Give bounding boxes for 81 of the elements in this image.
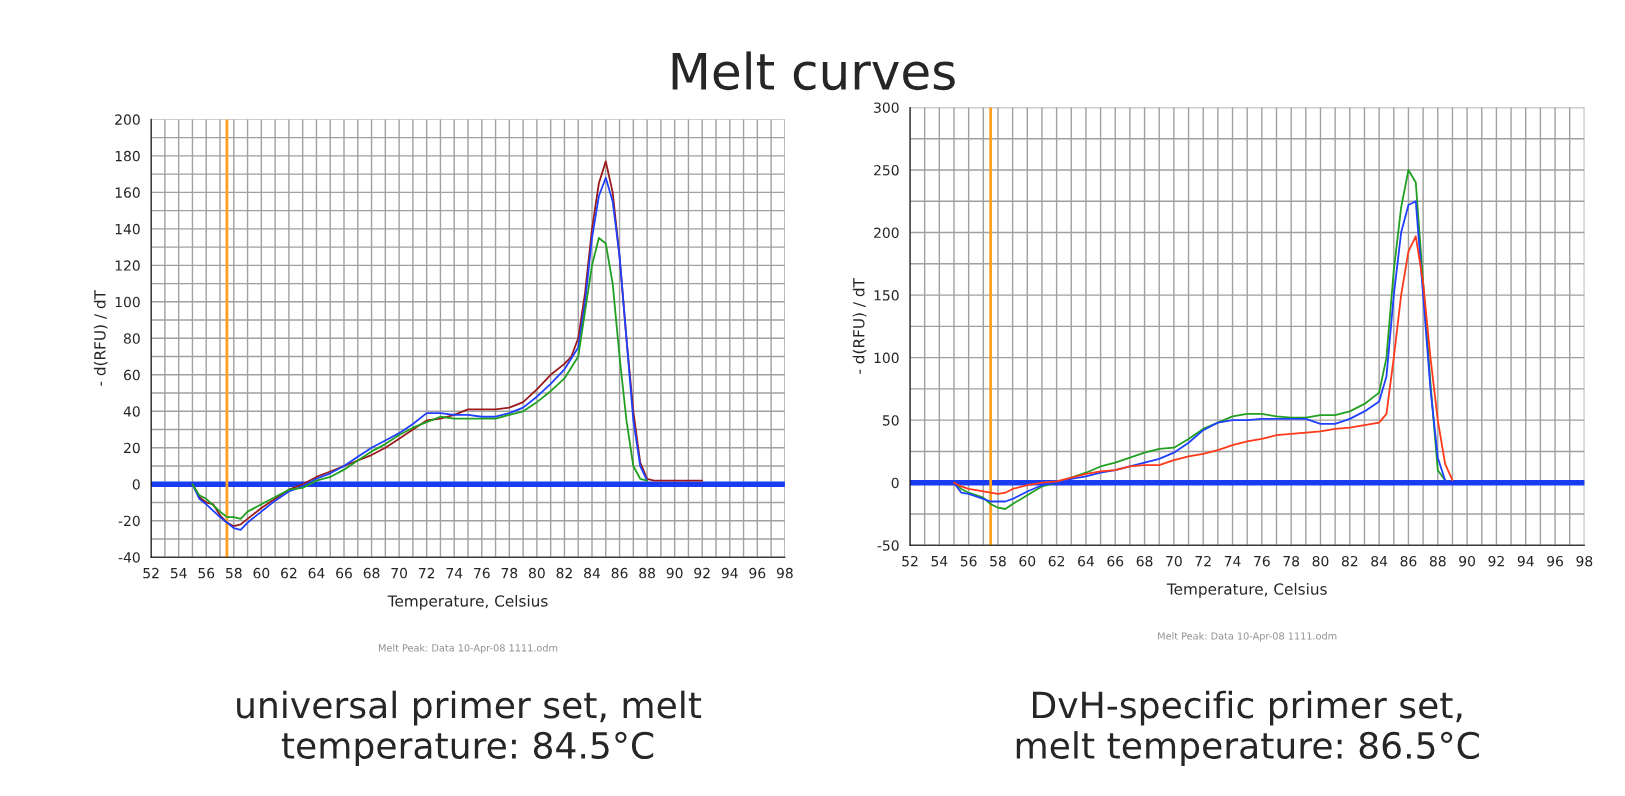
y-tick-label: -40 bbox=[118, 552, 140, 563]
y-tick-label: 150 bbox=[874, 290, 899, 301]
x-tick-label: 98 bbox=[776, 567, 793, 579]
x-tick-label: 74 bbox=[446, 568, 463, 579]
y-tick-label: 200 bbox=[115, 114, 140, 125]
x-tick-label: 52 bbox=[902, 555, 918, 567]
x-tick-label: 66 bbox=[1107, 555, 1124, 567]
x-tick-label: 78 bbox=[1283, 555, 1300, 567]
x-tick-label: 66 bbox=[336, 567, 352, 579]
x-tick-label: 94 bbox=[721, 567, 738, 579]
x-tick-label: 62 bbox=[1048, 555, 1065, 567]
x-tick-label: 94 bbox=[1517, 555, 1534, 567]
y-tick-label: 0 bbox=[891, 477, 899, 489]
x-tick-label: 70 bbox=[391, 567, 408, 579]
x-tick-label: 82 bbox=[1341, 555, 1358, 567]
line-series bbox=[191, 237, 649, 520]
x-tick-label: 76 bbox=[1254, 555, 1270, 567]
x-tick-label: 90 bbox=[666, 567, 683, 579]
x-tick-label: 62 bbox=[281, 567, 297, 579]
y-tick-label: 200 bbox=[874, 227, 899, 239]
x-tick-label: 82 bbox=[556, 567, 572, 579]
text: universal primer set, melt temperature: 84.5°C bbox=[237, 690, 702, 767]
y-tick-label: 40 bbox=[123, 406, 140, 417]
text: Melt Peak: Data 10-Apr-08 1111.odm bbox=[378, 644, 558, 654]
x-tick-label: 92 bbox=[1488, 555, 1504, 567]
x-tick-label: 56 bbox=[960, 555, 977, 567]
y-tick-label: 120 bbox=[115, 260, 140, 271]
x-tick-label: 96 bbox=[1547, 555, 1564, 567]
x-tick-label: 72 bbox=[418, 567, 435, 579]
x-tick-label: 96 bbox=[749, 567, 766, 579]
y-tick-label: 50 bbox=[882, 415, 899, 426]
chart-title: Melt curves bbox=[672, 51, 955, 91]
line-series bbox=[191, 176, 649, 531]
x-tick-label: 64 bbox=[1078, 555, 1094, 567]
y-tick-label: 140 bbox=[115, 223, 140, 235]
x-tick-label: 68 bbox=[363, 567, 380, 579]
x-tick-label: 86 bbox=[1400, 555, 1417, 567]
x-tick-label: 56 bbox=[198, 567, 215, 579]
x-tick-label: 80 bbox=[1312, 555, 1329, 567]
x-tick-label: 54 bbox=[931, 556, 948, 567]
x-tick-label: 70 bbox=[1166, 555, 1182, 567]
x-tick-label: 98 bbox=[1576, 555, 1593, 567]
x-tick-label: 68 bbox=[1136, 555, 1153, 567]
y-tick-label: 20 bbox=[124, 442, 140, 454]
x-tick-label: 80 bbox=[528, 567, 545, 579]
x-tick-label: 64 bbox=[308, 567, 325, 579]
line-series bbox=[953, 235, 1454, 495]
x-axis-title: Temperature, Celsius bbox=[387, 594, 548, 610]
y-tick-label: 250 bbox=[874, 164, 899, 176]
x-tick-label: 60 bbox=[253, 567, 270, 579]
y-tick-label: 160 bbox=[115, 187, 140, 198]
x-tick-label: 74 bbox=[1224, 556, 1241, 567]
y-tick-label: -50 bbox=[877, 540, 899, 551]
text: Melt Peak: Data 10-Apr-08 1111.odm bbox=[1158, 632, 1337, 642]
y-tick-label: 100 bbox=[115, 296, 140, 308]
x-tick-label: 92 bbox=[694, 567, 710, 579]
x-tick-label: 60 bbox=[1019, 555, 1036, 567]
y-tick-label: 60 bbox=[124, 369, 140, 381]
y-axis-title: - d(RFU) / dT bbox=[93, 290, 108, 386]
y-tick-label: 0 bbox=[132, 479, 140, 490]
y-tick-label: 300 bbox=[874, 102, 899, 113]
y-tick-label: -20 bbox=[118, 515, 140, 527]
y-tick-label: 100 bbox=[874, 352, 899, 364]
x-tick-label: 84 bbox=[584, 567, 601, 579]
y-axis-title: - d(RFU) / dT bbox=[852, 278, 867, 374]
y-tick-label: 180 bbox=[115, 150, 140, 162]
x-tick-label: 86 bbox=[611, 567, 628, 579]
x-tick-label: 58 bbox=[990, 555, 1006, 567]
x-tick-label: 84 bbox=[1371, 555, 1388, 567]
x-tick-label: 90 bbox=[1459, 555, 1476, 567]
x-axis-title: Temperature, Celsius bbox=[1166, 583, 1327, 598]
x-tick-label: 76 bbox=[474, 567, 490, 579]
x-tick-label: 54 bbox=[170, 568, 187, 579]
x-tick-label: 88 bbox=[639, 567, 655, 579]
y-tick-label: 80 bbox=[123, 333, 140, 344]
x-tick-label: 72 bbox=[1195, 555, 1211, 567]
text: DvH-specific primer set, melt temperature: 86.5°C bbox=[1016, 690, 1479, 767]
x-tick-label: 88 bbox=[1429, 555, 1446, 567]
x-tick-label: 52 bbox=[143, 567, 159, 579]
x-tick-label: 58 bbox=[226, 567, 242, 579]
x-tick-label: 78 bbox=[501, 567, 518, 579]
